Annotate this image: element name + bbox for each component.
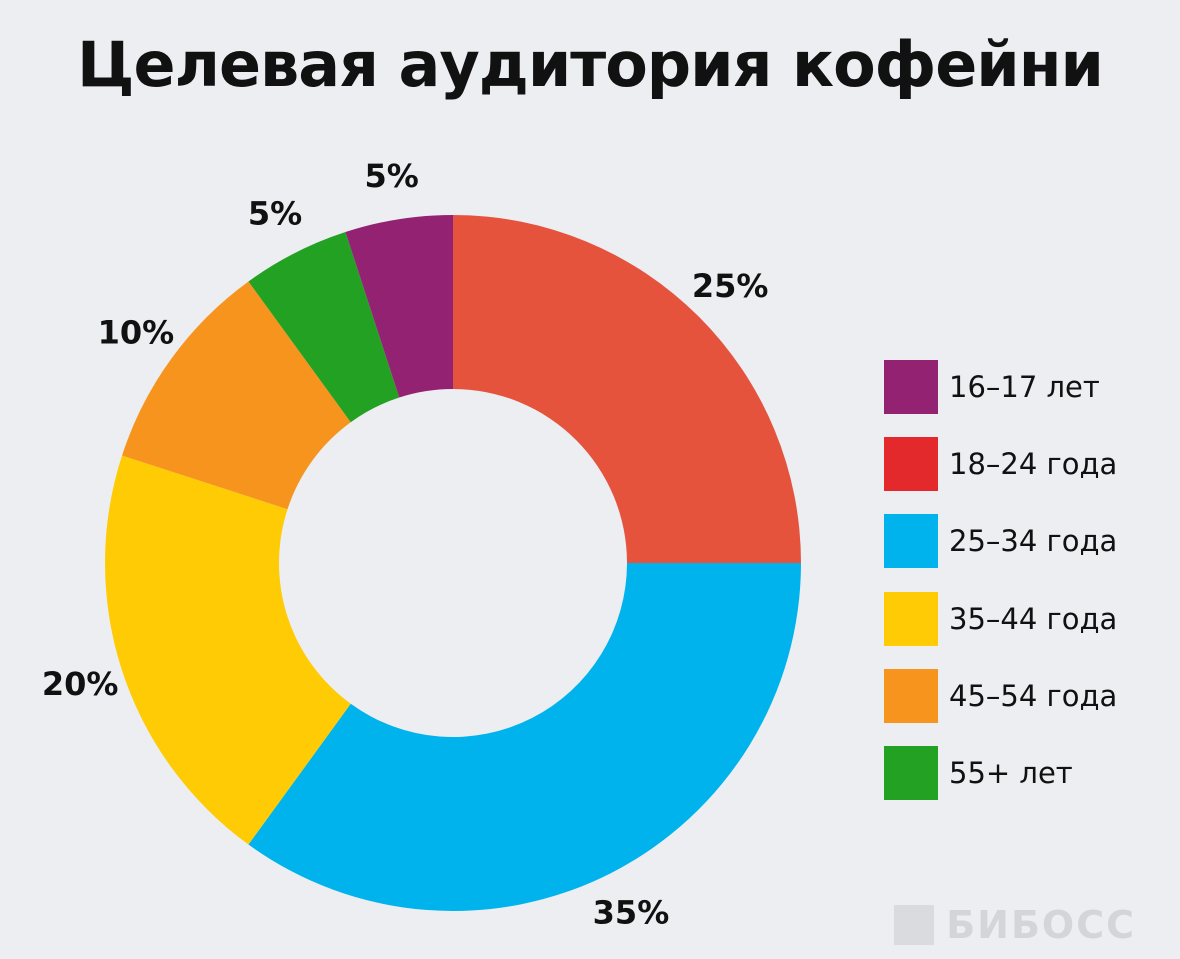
legend-label: 45–54 года bbox=[949, 678, 1118, 713]
slice-label-4: 10% bbox=[98, 314, 175, 352]
legend-swatch bbox=[884, 668, 938, 723]
legend-label: 16–17 лет bbox=[949, 370, 1100, 404]
legend-item-6: 55+ лет bbox=[884, 745, 1117, 800]
legend-label: 25–34 года bbox=[949, 524, 1118, 559]
slice-label-3: 20% bbox=[42, 665, 119, 703]
watermark-logo-icon bbox=[894, 905, 935, 945]
legend-item-4: 35–44 года bbox=[884, 591, 1118, 646]
legend-swatch bbox=[884, 437, 938, 492]
slice-label-1: 25% bbox=[692, 267, 769, 305]
slice-6 bbox=[345, 215, 453, 398]
legend-swatch bbox=[884, 360, 938, 414]
watermark: БИБОСС bbox=[894, 903, 1136, 947]
slice-1 bbox=[453, 215, 801, 563]
legend-swatch bbox=[884, 514, 938, 569]
slice-label-2: 35% bbox=[593, 893, 670, 931]
legend: 16–17 лет 18–24 года 25–34 года 35–44 года 4… bbox=[884, 360, 1117, 823]
legend-item-3: 25–34 года bbox=[884, 514, 1118, 569]
legend-label: 18–24 года bbox=[949, 447, 1118, 482]
legend-item-5: 45–54 года bbox=[884, 668, 1118, 723]
legend-swatch bbox=[884, 745, 938, 800]
slice-label-6: 5% bbox=[365, 157, 419, 195]
slice-5 bbox=[248, 232, 400, 423]
legend-swatch bbox=[884, 591, 938, 646]
donut-value-labels: 25% 35% 20% 10% 5% 5% bbox=[42, 157, 769, 931]
watermark-text: БИБОСС bbox=[946, 903, 1136, 947]
legend-label: 55+ лет bbox=[949, 755, 1073, 790]
slice-label-5: 5% bbox=[248, 195, 302, 233]
slice-4 bbox=[122, 281, 351, 510]
slice-2 bbox=[248, 563, 801, 911]
chart-title: Целевая аудитория кофейни bbox=[77, 28, 1104, 101]
slice-3 bbox=[105, 455, 351, 845]
legend-item-1: 16–17 лет bbox=[884, 360, 1117, 414]
donut-slices bbox=[105, 215, 801, 911]
legend-label: 35–44 года bbox=[949, 601, 1118, 636]
legend-item-2: 18–24 года bbox=[884, 437, 1118, 492]
